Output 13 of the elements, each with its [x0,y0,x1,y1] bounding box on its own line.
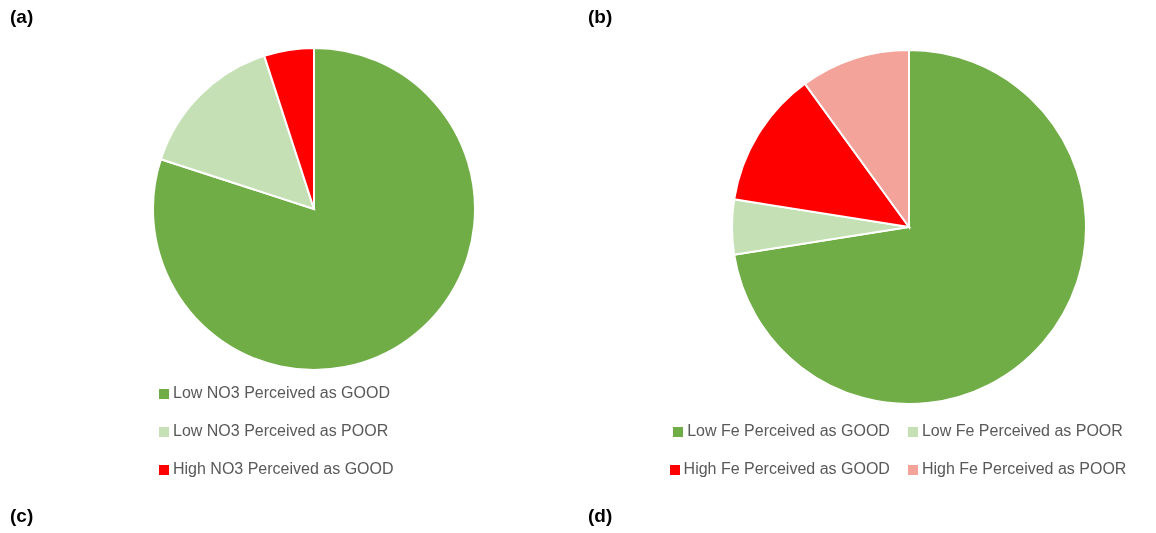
text: (d) [588,505,613,527]
legend-label: Low NO3 Perceived as GOOD [173,384,390,401]
legend-label: High Fe Perceived as POOR [921,460,1127,477]
legend-label: High NO3 Perceived as GOOD [173,460,394,477]
chart-title: (b) [588,6,613,28]
text: (c) [10,505,34,527]
legend-label: Low NO3 Perceived as POOR [173,422,389,439]
legend-label: High Fe Perceived as GOOD [683,460,890,477]
pie-slice [733,49,1087,405]
legend-label: Low Fe Perceived as POOR [921,422,1123,439]
chart-title: (a) [10,6,34,28]
legend-label: Low Fe Perceived as GOOD [687,422,890,439]
pie-slice [152,47,476,371]
